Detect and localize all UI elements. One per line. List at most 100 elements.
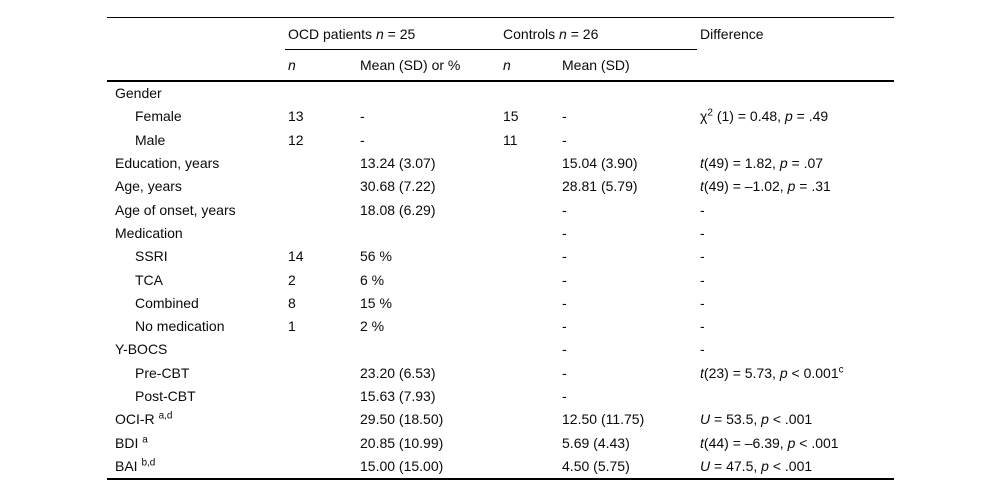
difference-cell: U = 53.5, p < .001	[700, 411, 813, 428]
difference-cell	[697, 128, 894, 151]
controls-n-cell	[500, 454, 559, 478]
table-row: TCA 2 6 % - -	[107, 268, 894, 291]
difference-cell: -	[700, 248, 705, 265]
table-row: Education, years 13.24 (3.07) 15.04 (3.90)…	[107, 151, 894, 174]
table-row: Age, years 30.68 (7.22) 28.81 (5.79) t(49) …	[107, 175, 894, 198]
ocd-mean-cell: 56 %	[360, 248, 392, 265]
difference-cell: -	[700, 271, 705, 288]
difference-cell: t(49) = 1.82, p = .07	[700, 155, 824, 172]
controls-n-subheader: n	[500, 49, 560, 82]
controls-mean-cell: -	[562, 108, 567, 125]
ocd-mean-subheader: Mean (SD) or %	[357, 49, 501, 82]
stats-table: OCD patients n = 25 Controls n = 26 Diff…	[107, 17, 895, 480]
difference-cell: t(49) = –1.02, p = .31	[700, 178, 831, 195]
difference-cell	[697, 81, 894, 105]
empty-difference-subheader	[697, 49, 895, 82]
controls-n-cell	[500, 221, 559, 244]
difference-cell: -	[700, 201, 705, 218]
ocd-n-cell	[285, 151, 357, 174]
difference-cell: t(23) = 5.73, p < 0.001c	[700, 364, 844, 381]
controls-n-cell	[500, 361, 559, 384]
table-row: Male 12 - 11 -	[107, 128, 894, 151]
controls-mean-cell: 12.50 (11.75)	[562, 411, 645, 428]
row-label: SSRI	[135, 248, 168, 265]
ocd-n-cell	[285, 221, 357, 244]
difference-cell: -	[700, 318, 705, 335]
difference-cell: -	[700, 341, 705, 358]
table-row: SSRI 14 56 % - -	[107, 245, 894, 268]
controls-n-cell: 15	[503, 108, 519, 125]
difference-cell: χ2 (1) = 0.48, p = .49	[700, 107, 829, 125]
table-row: Age of onset, years 18.08 (6.29) - -	[107, 198, 894, 221]
controls-mean-cell: 15.04 (3.90)	[562, 155, 638, 172]
controls-mean-cell: -	[562, 318, 567, 335]
controls-mean-cell: -	[562, 364, 567, 381]
ocd-n-cell	[285, 198, 357, 221]
controls-n-cell: 11	[503, 131, 518, 148]
ocd-mean-cell	[357, 81, 500, 105]
ocd-mean-cell: 30.68 (7.22)	[360, 178, 436, 195]
row-label: Female	[135, 108, 182, 125]
ocd-mean-cell: 2 %	[360, 318, 385, 335]
column-group-header-row: OCD patients n = 25 Controls n = 26 Diff…	[107, 17, 894, 50]
controls-mean-subheader: Mean (SD)	[559, 49, 698, 82]
controls-mean-cell: 5.69 (4.43)	[562, 434, 630, 451]
controls-mean-cell: 28.81 (5.79)	[562, 178, 638, 195]
ocd-mean-cell: 18.08 (6.29)	[360, 201, 436, 218]
difference-cell: -	[700, 294, 705, 311]
table-header: OCD patients n = 25 Controls n = 26 Diff…	[107, 17, 895, 82]
controls-n-cell	[500, 431, 559, 454]
controls-group-header: Controls n = 26	[500, 17, 698, 50]
row-label: Combined	[135, 294, 199, 311]
controls-mean-cell: -	[562, 294, 567, 311]
ocd-mean-cell: 29.50 (18.50)	[360, 411, 444, 428]
controls-n-cell	[500, 408, 559, 431]
ocd-n-cell: 1	[288, 318, 296, 335]
controls-n-cell	[500, 81, 559, 105]
ocd-n-cell	[285, 454, 357, 478]
controls-n-cell	[500, 198, 559, 221]
controls-n-cell	[500, 338, 559, 361]
table-row: Combined 8 15 % - -	[107, 291, 894, 314]
ocd-mean-cell: 15.00 (15.00)	[360, 457, 444, 474]
controls-n-cell	[500, 245, 559, 268]
table-row: Gender	[107, 81, 894, 105]
ocd-n-cell	[285, 361, 357, 384]
row-label: Pre-CBT	[135, 364, 190, 381]
table-row: Female 13 - 15 - χ2 (1) = 0.48, p = .49	[107, 105, 894, 128]
table-row: Medication - -	[107, 221, 894, 244]
controls-n-cell	[500, 151, 559, 174]
row-label: Age of onset, years	[115, 201, 236, 218]
table-row: Post-CBT 15.63 (7.93) -	[107, 384, 894, 407]
ocd-mean-cell: -	[360, 131, 365, 148]
controls-n-cell	[500, 291, 559, 314]
ocd-mean-cell: -	[360, 108, 365, 125]
ocd-mean-cell: 23.20 (6.53)	[360, 364, 436, 381]
row-label: Medication	[115, 224, 183, 241]
controls-mean-cell: 4.50 (5.75)	[562, 457, 630, 474]
controls-mean-cell: -	[562, 388, 567, 404]
ocd-n-cell: 2	[288, 271, 296, 288]
column-subheader-row: n Mean (SD) or % n Mean (SD)	[107, 49, 895, 82]
table-body: Gender Female 13 - 15 - χ2 (1) = 0.48, p = .49…	[107, 81, 894, 479]
empty-header-cell	[107, 18, 285, 50]
controls-mean-cell	[559, 81, 697, 105]
controls-n-cell	[500, 175, 559, 198]
difference-cell: U = 47.5, p < .001	[700, 457, 813, 474]
controls-mean-cell: -	[562, 248, 567, 265]
difference-group-header: Difference	[700, 25, 764, 42]
table-row: BDI a 20.85 (10.99) 5.69 (4.43) t(44) = –6.…	[107, 431, 894, 454]
ocd-n-cell	[285, 384, 357, 407]
ocd-n-cell	[285, 408, 357, 431]
row-label: OCI-R a,d	[115, 410, 173, 428]
row-label: No medication	[135, 318, 225, 335]
controls-n-cell	[500, 268, 559, 291]
table-row: BAI b,d 15.00 (15.00) 4.50 (5.75) U = 47.5,…	[107, 454, 894, 478]
difference-cell: -	[700, 224, 705, 241]
ocd-mean-cell	[357, 338, 500, 361]
table-row: Y-BOCS - -	[107, 338, 894, 361]
ocd-n-cell: 14	[288, 248, 304, 265]
ocd-n-cell	[285, 338, 357, 361]
controls-mean-cell: -	[562, 131, 567, 148]
